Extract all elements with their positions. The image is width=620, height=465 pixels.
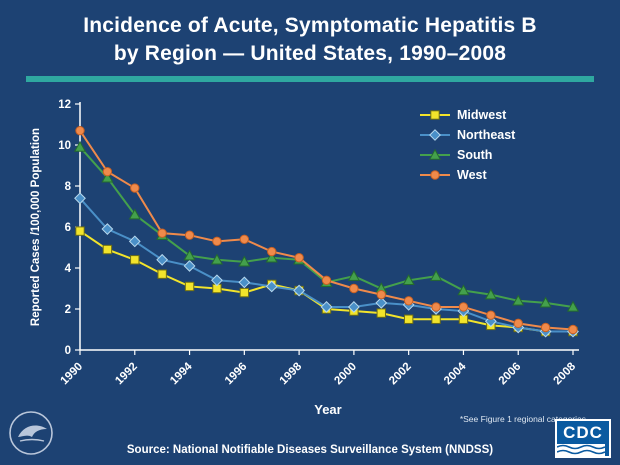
legend-label: Midwest: [457, 108, 507, 122]
svg-text:10: 10: [58, 140, 71, 152]
title-divider-bar: [26, 76, 594, 83]
svg-text:1994: 1994: [168, 360, 195, 387]
title-line-1: Incidence of Acute, Symptomatic Hepatiti…: [83, 14, 537, 37]
legend-label: South: [457, 148, 493, 162]
series-west: [75, 125, 578, 335]
page-title: Incidence of Acute, Symptomatic Hepatiti…: [0, 0, 620, 67]
legend-item-northeast: Northeast: [420, 128, 515, 142]
svg-text:1998: 1998: [278, 360, 305, 387]
legend-item-south: South: [420, 148, 515, 162]
svg-text:2000: 2000: [332, 361, 359, 388]
svg-text:1996: 1996: [223, 361, 250, 388]
chart-plot: Reported Cases /100,000 Population 0 2 4 6 8…: [30, 99, 580, 417]
title-line-2: by Region — United States, 1990–2008: [113, 41, 507, 65]
svg-text:2008: 2008: [552, 360, 579, 387]
svg-text:8: 8: [65, 181, 72, 193]
x-axis-label: Year: [314, 402, 341, 417]
source-line: Source: National Notifiable Diseases Sur…: [126, 444, 494, 456]
legend-label: West: [457, 168, 487, 182]
legend-item-west: West: [420, 168, 515, 182]
svg-text:2006: 2006: [497, 361, 524, 388]
svg-text:6: 6: [65, 222, 71, 234]
legend-label: Northeast: [457, 128, 516, 142]
svg-text:2004: 2004: [442, 360, 469, 387]
svg-text:1990: 1990: [59, 361, 86, 388]
svg-text:12: 12: [58, 99, 71, 111]
footnote: *See Figure 1 regional categories: [459, 414, 586, 424]
hhs-logo: [6, 408, 56, 463]
legend-marker-square-icon: [420, 110, 450, 120]
svg-text:2002: 2002: [387, 361, 414, 388]
legend-item-midwest: Midwest: [420, 108, 515, 122]
cdc-logo-text: CDC: [563, 423, 603, 442]
legend-marker-diamond-icon: [420, 129, 450, 141]
y-axis-label: Reported Cases /100,000 Population: [30, 128, 42, 326]
legend-marker-triangle-icon: [420, 148, 450, 160]
svg-text:2: 2: [65, 304, 71, 316]
svg-text:0: 0: [65, 345, 71, 357]
legend-marker-circle-icon: [420, 170, 450, 180]
chart-container: Reported Cases /100,000 Population 0 2 4 6 8…: [28, 92, 588, 427]
plot-layer: 0 2 4 6 8 10 12 1990 1992 1994 1996 1998 2000 2002 200…: [58, 99, 580, 388]
chart-legend: Midwest Northeast South West: [420, 108, 515, 182]
cdc-logo-waves: [557, 444, 605, 456]
svg-text:1992: 1992: [113, 361, 140, 388]
cdc-logo: CDC: [555, 419, 611, 458]
svg-text:4: 4: [65, 263, 72, 275]
